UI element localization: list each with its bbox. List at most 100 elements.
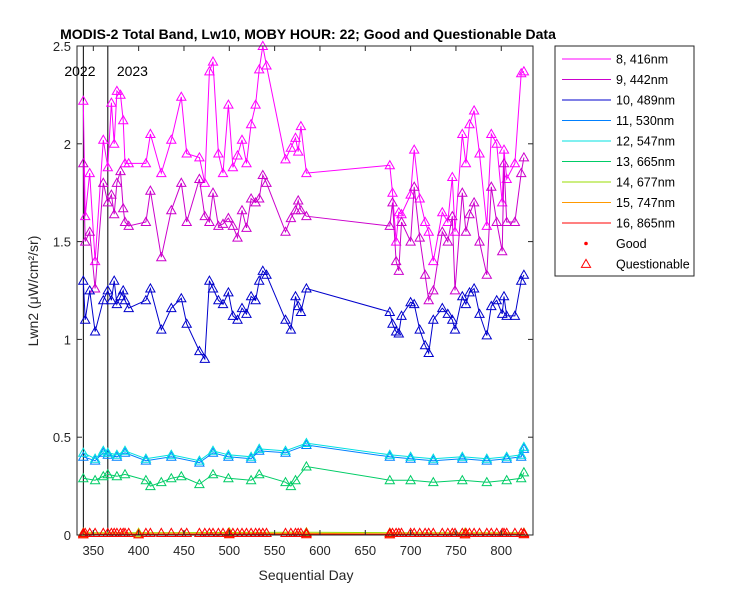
data-point bbox=[245, 118, 257, 129]
data-point bbox=[518, 441, 530, 451]
data-point bbox=[405, 189, 417, 199]
data-point bbox=[193, 456, 205, 467]
data-point bbox=[396, 216, 407, 226]
data-point bbox=[79, 314, 91, 324]
data-point bbox=[419, 269, 431, 279]
data-point bbox=[474, 527, 485, 537]
data-point bbox=[419, 339, 431, 350]
data-point bbox=[111, 451, 123, 461]
data-point bbox=[222, 99, 234, 109]
data-point bbox=[442, 235, 454, 246]
data-point bbox=[203, 216, 215, 226]
data-point bbox=[384, 474, 396, 485]
x-axis-label: Sequential Day bbox=[259, 567, 354, 583]
data-point bbox=[474, 308, 485, 318]
data-point bbox=[227, 161, 239, 172]
data-point bbox=[518, 65, 530, 76]
data-point bbox=[123, 302, 135, 313]
data-point bbox=[436, 206, 448, 217]
data-point bbox=[117, 114, 129, 125]
data-point bbox=[280, 153, 291, 164]
data-point bbox=[257, 40, 269, 50]
axes-box bbox=[76, 45, 534, 536]
data-point bbox=[481, 476, 493, 487]
legend-label: 13, 665nm bbox=[616, 155, 675, 169]
data-point bbox=[393, 265, 405, 275]
data-point bbox=[280, 445, 291, 455]
data-point bbox=[436, 527, 448, 537]
data-point bbox=[427, 455, 439, 465]
data-point bbox=[481, 329, 493, 340]
data-point bbox=[193, 527, 205, 537]
data-point bbox=[384, 306, 396, 316]
data-point bbox=[518, 269, 530, 279]
data-point bbox=[181, 147, 193, 158]
data-point bbox=[468, 282, 480, 293]
data-point bbox=[485, 128, 497, 138]
data-point bbox=[193, 478, 205, 489]
data-point bbox=[414, 527, 426, 537]
data-point bbox=[155, 323, 167, 334]
data-point bbox=[207, 445, 219, 455]
data-point bbox=[387, 187, 398, 197]
data-point bbox=[165, 204, 177, 215]
data-point bbox=[515, 472, 527, 483]
data-point bbox=[84, 527, 96, 537]
data-point bbox=[97, 177, 109, 187]
data-point bbox=[217, 527, 229, 537]
data-point bbox=[396, 527, 407, 537]
data-point bbox=[408, 181, 420, 191]
x-tick-label: 450 bbox=[173, 543, 195, 558]
data-point bbox=[518, 151, 530, 162]
data-point bbox=[97, 445, 109, 455]
data-point bbox=[89, 282, 101, 293]
data-point bbox=[509, 216, 521, 226]
data-point bbox=[165, 527, 177, 537]
data-point bbox=[77, 528, 89, 539]
data-point bbox=[387, 318, 398, 328]
data-point bbox=[89, 527, 101, 537]
data-point bbox=[144, 185, 156, 195]
data-point bbox=[111, 470, 123, 481]
data-point bbox=[155, 251, 167, 262]
data-point bbox=[261, 177, 272, 187]
legend-label: 9, 442nm bbox=[616, 73, 668, 87]
data-point bbox=[509, 310, 521, 320]
data-point bbox=[285, 142, 297, 152]
data-point bbox=[423, 347, 435, 357]
data-point bbox=[165, 451, 177, 461]
data-point bbox=[518, 527, 530, 537]
data-point bbox=[199, 210, 211, 221]
data-point bbox=[518, 528, 530, 539]
data-point bbox=[515, 449, 527, 459]
data-point bbox=[261, 59, 272, 70]
data-point bbox=[393, 327, 405, 338]
data-point bbox=[481, 453, 493, 463]
x-tick-label: 550 bbox=[264, 543, 286, 558]
data-point bbox=[442, 308, 454, 318]
y-tick-label: 0.5 bbox=[53, 430, 71, 445]
data-point bbox=[253, 275, 265, 285]
x-tick-label: 400 bbox=[128, 543, 150, 558]
data-point bbox=[108, 275, 120, 285]
data-point bbox=[165, 472, 177, 483]
data-point bbox=[384, 220, 396, 230]
data-point bbox=[217, 298, 229, 309]
data-point bbox=[405, 453, 417, 463]
data-point bbox=[102, 468, 114, 479]
data-point bbox=[89, 474, 101, 485]
data-point bbox=[97, 134, 109, 144]
data-point bbox=[105, 294, 117, 305]
x-tick-label: 600 bbox=[309, 543, 331, 558]
data-point bbox=[501, 310, 513, 320]
chart-title: MODIS-2 Total Band, Lw10, MOBY HOUR: 22;… bbox=[60, 26, 556, 42]
data-point bbox=[144, 128, 156, 138]
data-point bbox=[468, 104, 480, 115]
data-point bbox=[79, 235, 91, 246]
data-point bbox=[236, 302, 248, 313]
data-point bbox=[496, 308, 508, 318]
legend-label: 10, 489nm bbox=[616, 94, 675, 108]
data-point bbox=[117, 284, 129, 295]
data-point bbox=[491, 138, 503, 148]
x-tick-label: 650 bbox=[354, 543, 376, 558]
